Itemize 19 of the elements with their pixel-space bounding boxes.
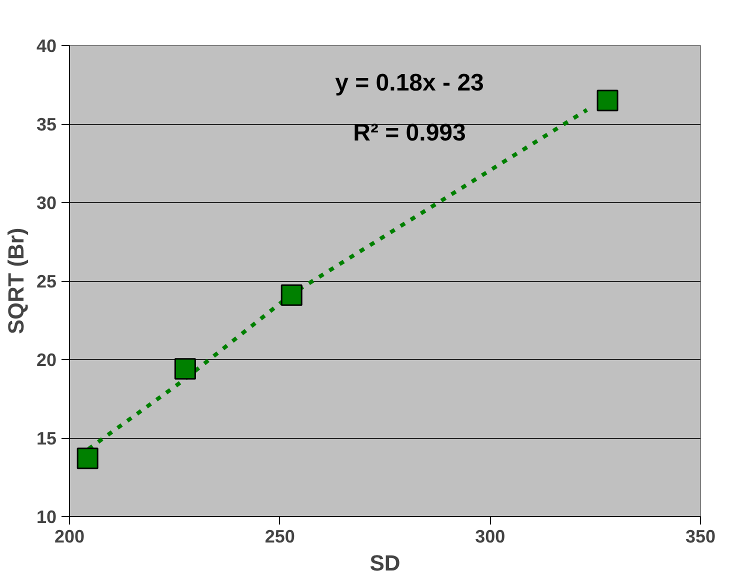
point <box>76 448 98 470</box>
y-tick-label: 35 <box>36 114 57 134</box>
annotation: R² = 0.993 <box>353 120 466 146</box>
y-tick-label: 25 <box>36 272 57 292</box>
y-tick-label: 30 <box>36 193 57 213</box>
annotation: y = 0.18x - 23 <box>335 70 484 96</box>
y-tick-label: 15 <box>36 428 57 448</box>
y-axis-title: SQRT (Br) <box>3 228 28 334</box>
y-tick-label: 40 <box>36 36 57 56</box>
x-tick-label: 200 <box>54 526 85 546</box>
y-tick-label: 10 <box>36 507 57 527</box>
x-axis-title: SD <box>370 550 400 576</box>
point <box>596 90 618 112</box>
x-tick-label: 300 <box>475 526 506 546</box>
y-tick-label: 20 <box>36 350 57 370</box>
x-tick-label: 350 <box>685 526 716 546</box>
point <box>174 358 196 380</box>
point <box>280 284 302 306</box>
x-tick-label: 250 <box>264 526 295 546</box>
